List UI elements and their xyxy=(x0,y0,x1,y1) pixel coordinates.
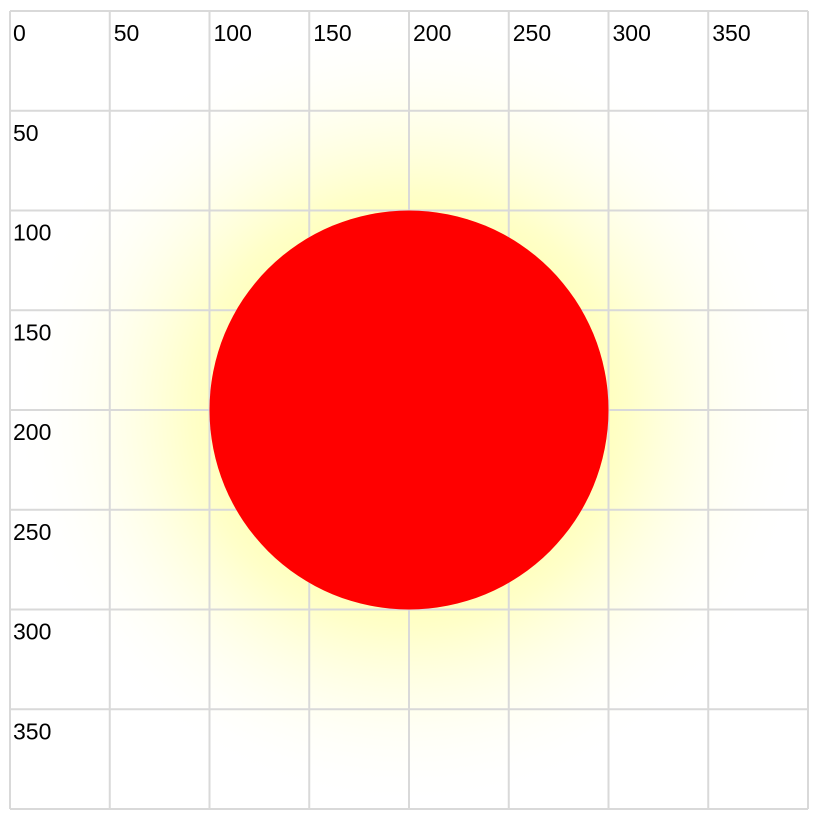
x-axis-label: 200 xyxy=(413,20,451,46)
y-axis-label: 50 xyxy=(13,120,39,146)
x-axis-label: 350 xyxy=(712,20,750,46)
x-axis-label: 250 xyxy=(513,20,551,46)
x-axis-label: 300 xyxy=(613,20,651,46)
origin-label: 0 xyxy=(13,20,26,46)
y-axis-label: 100 xyxy=(13,220,51,246)
y-axis-label: 250 xyxy=(13,519,51,545)
red-circle xyxy=(209,210,609,610)
y-axis-label: 200 xyxy=(13,419,51,445)
y-axis-label: 300 xyxy=(13,619,51,645)
y-axis-label: 350 xyxy=(13,718,51,744)
x-axis-label: 150 xyxy=(313,20,351,46)
y-axis-label: 150 xyxy=(13,319,51,345)
x-axis-label: 50 xyxy=(114,20,140,46)
x-axis-label: 100 xyxy=(214,20,252,46)
